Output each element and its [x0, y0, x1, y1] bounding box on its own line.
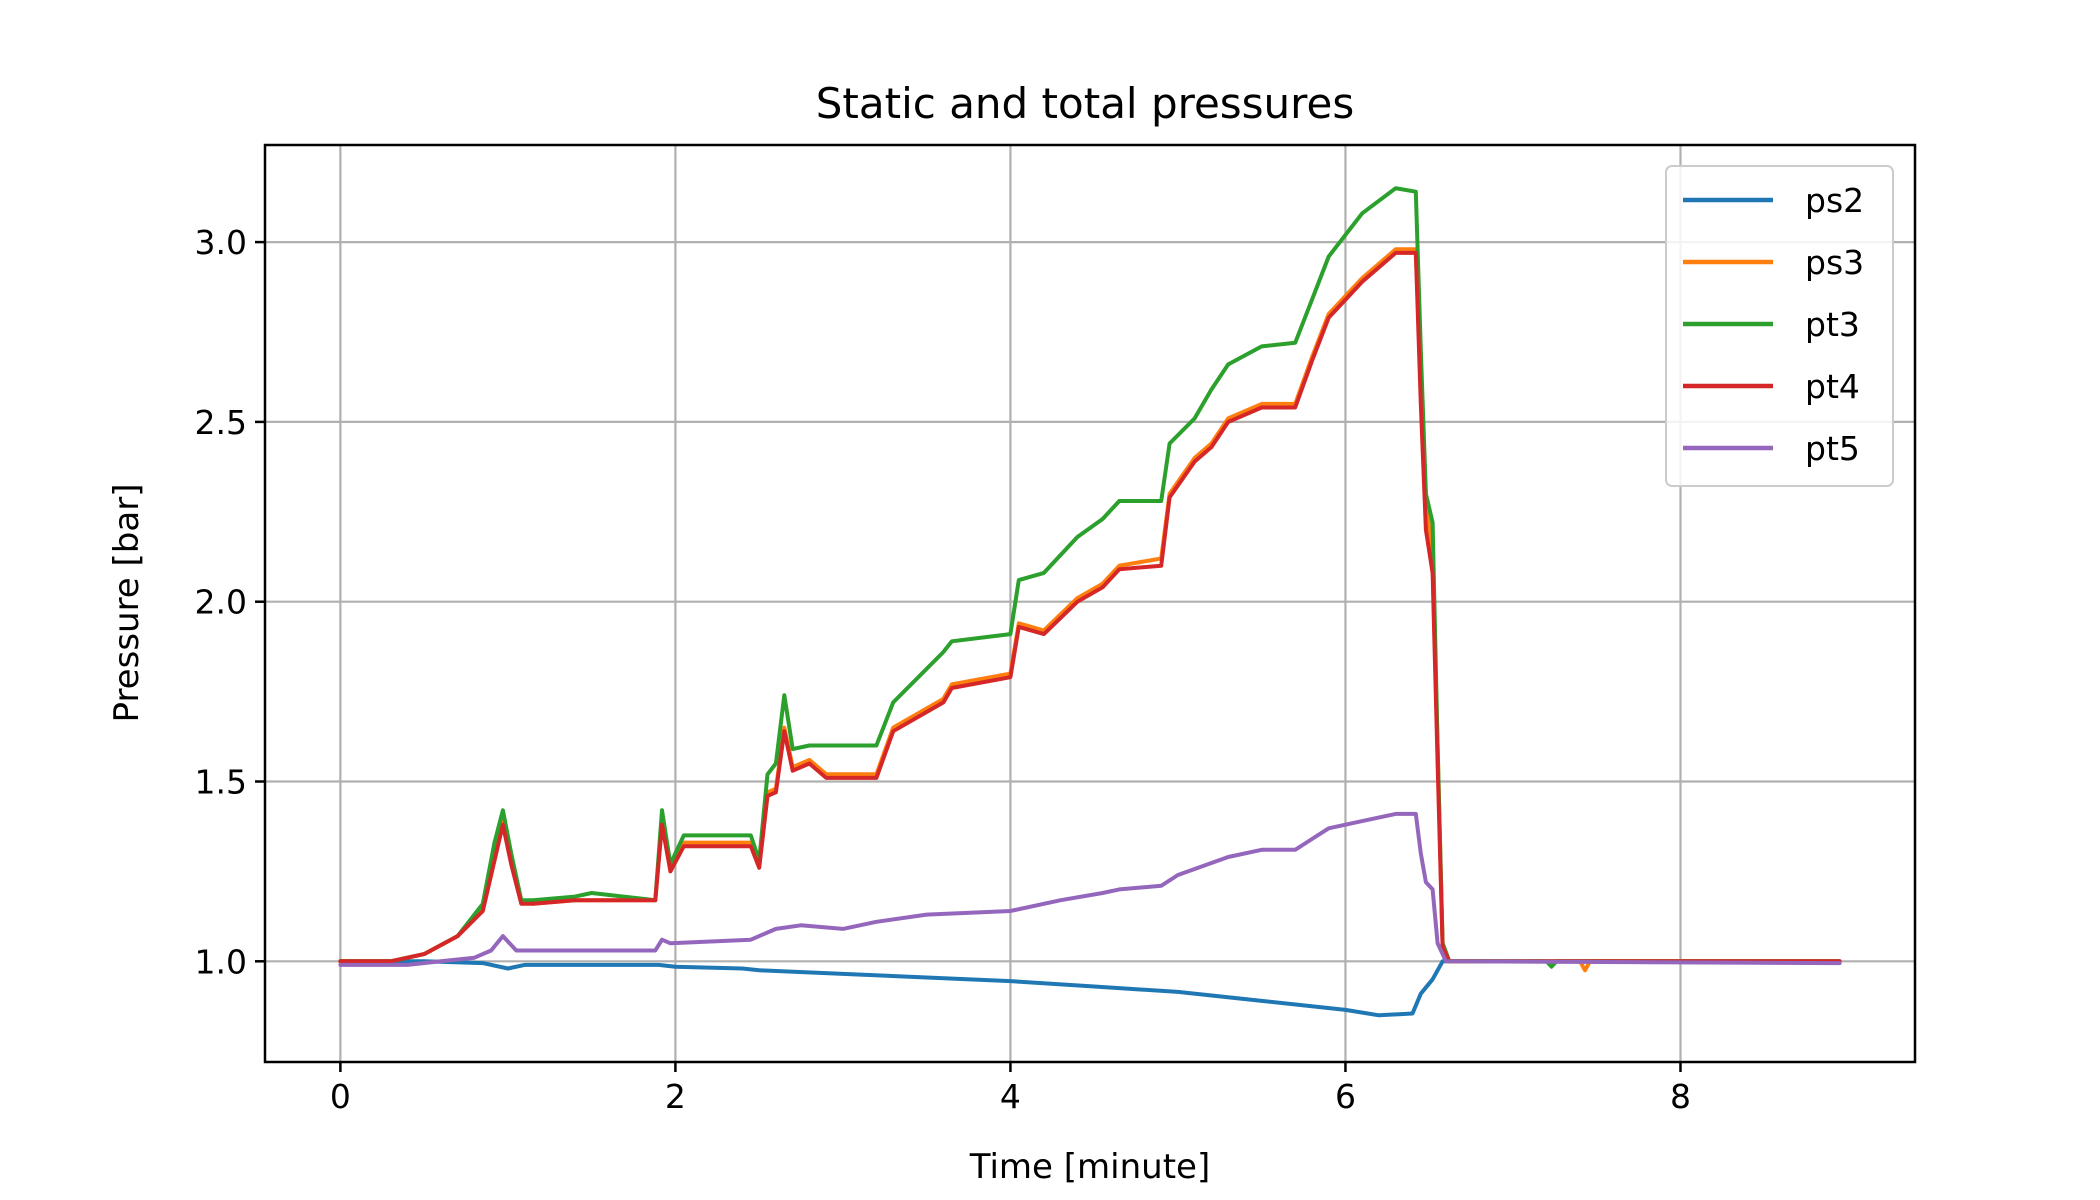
legend-label-pt4: pt4 — [1805, 367, 1860, 406]
series-lines — [338, 186, 1842, 1018]
x-tick-label: 6 — [1335, 1077, 1356, 1116]
legend-label-ps2: ps2 — [1805, 181, 1864, 220]
y-axis-label: Pressure [bar] — [107, 484, 147, 723]
y-tick-label: 1.0 — [195, 942, 247, 981]
legend-label-ps3: ps3 — [1805, 243, 1864, 282]
series-line-pt4 — [338, 250, 1842, 964]
y-tick-label: 1.5 — [195, 763, 247, 802]
x-tick-label: 2 — [665, 1077, 686, 1116]
plot-area-frame — [263, 143, 1917, 1064]
x-axis-ticks: 0 2 4 6 8 — [330, 1062, 1691, 1116]
legend-label-pt5: pt5 — [1805, 429, 1860, 468]
grid — [265, 145, 1915, 1062]
legend-label-pt3: pt3 — [1805, 305, 1860, 344]
y-tick-label: 2.0 — [195, 583, 247, 622]
series-line-ps2 — [338, 959, 1842, 1018]
chart-title: Static and total pressures — [816, 79, 1355, 128]
legend: ps2 ps3 pt3 pt4 pt5 — [1665, 165, 1894, 487]
legend-box — [1665, 165, 1894, 487]
series-line-pt5 — [338, 811, 1842, 967]
x-tick-label: 8 — [1670, 1077, 1691, 1116]
y-tick-label: 2.5 — [195, 403, 247, 442]
x-tick-label: 0 — [330, 1077, 351, 1116]
y-tick-label: 3.0 — [195, 223, 247, 262]
y-axis-ticks: 1.0 1.5 2.0 2.5 3.0 — [195, 223, 265, 981]
x-axis-label: Time [minute] — [969, 1147, 1210, 1187]
x-tick-label: 4 — [1000, 1077, 1021, 1116]
